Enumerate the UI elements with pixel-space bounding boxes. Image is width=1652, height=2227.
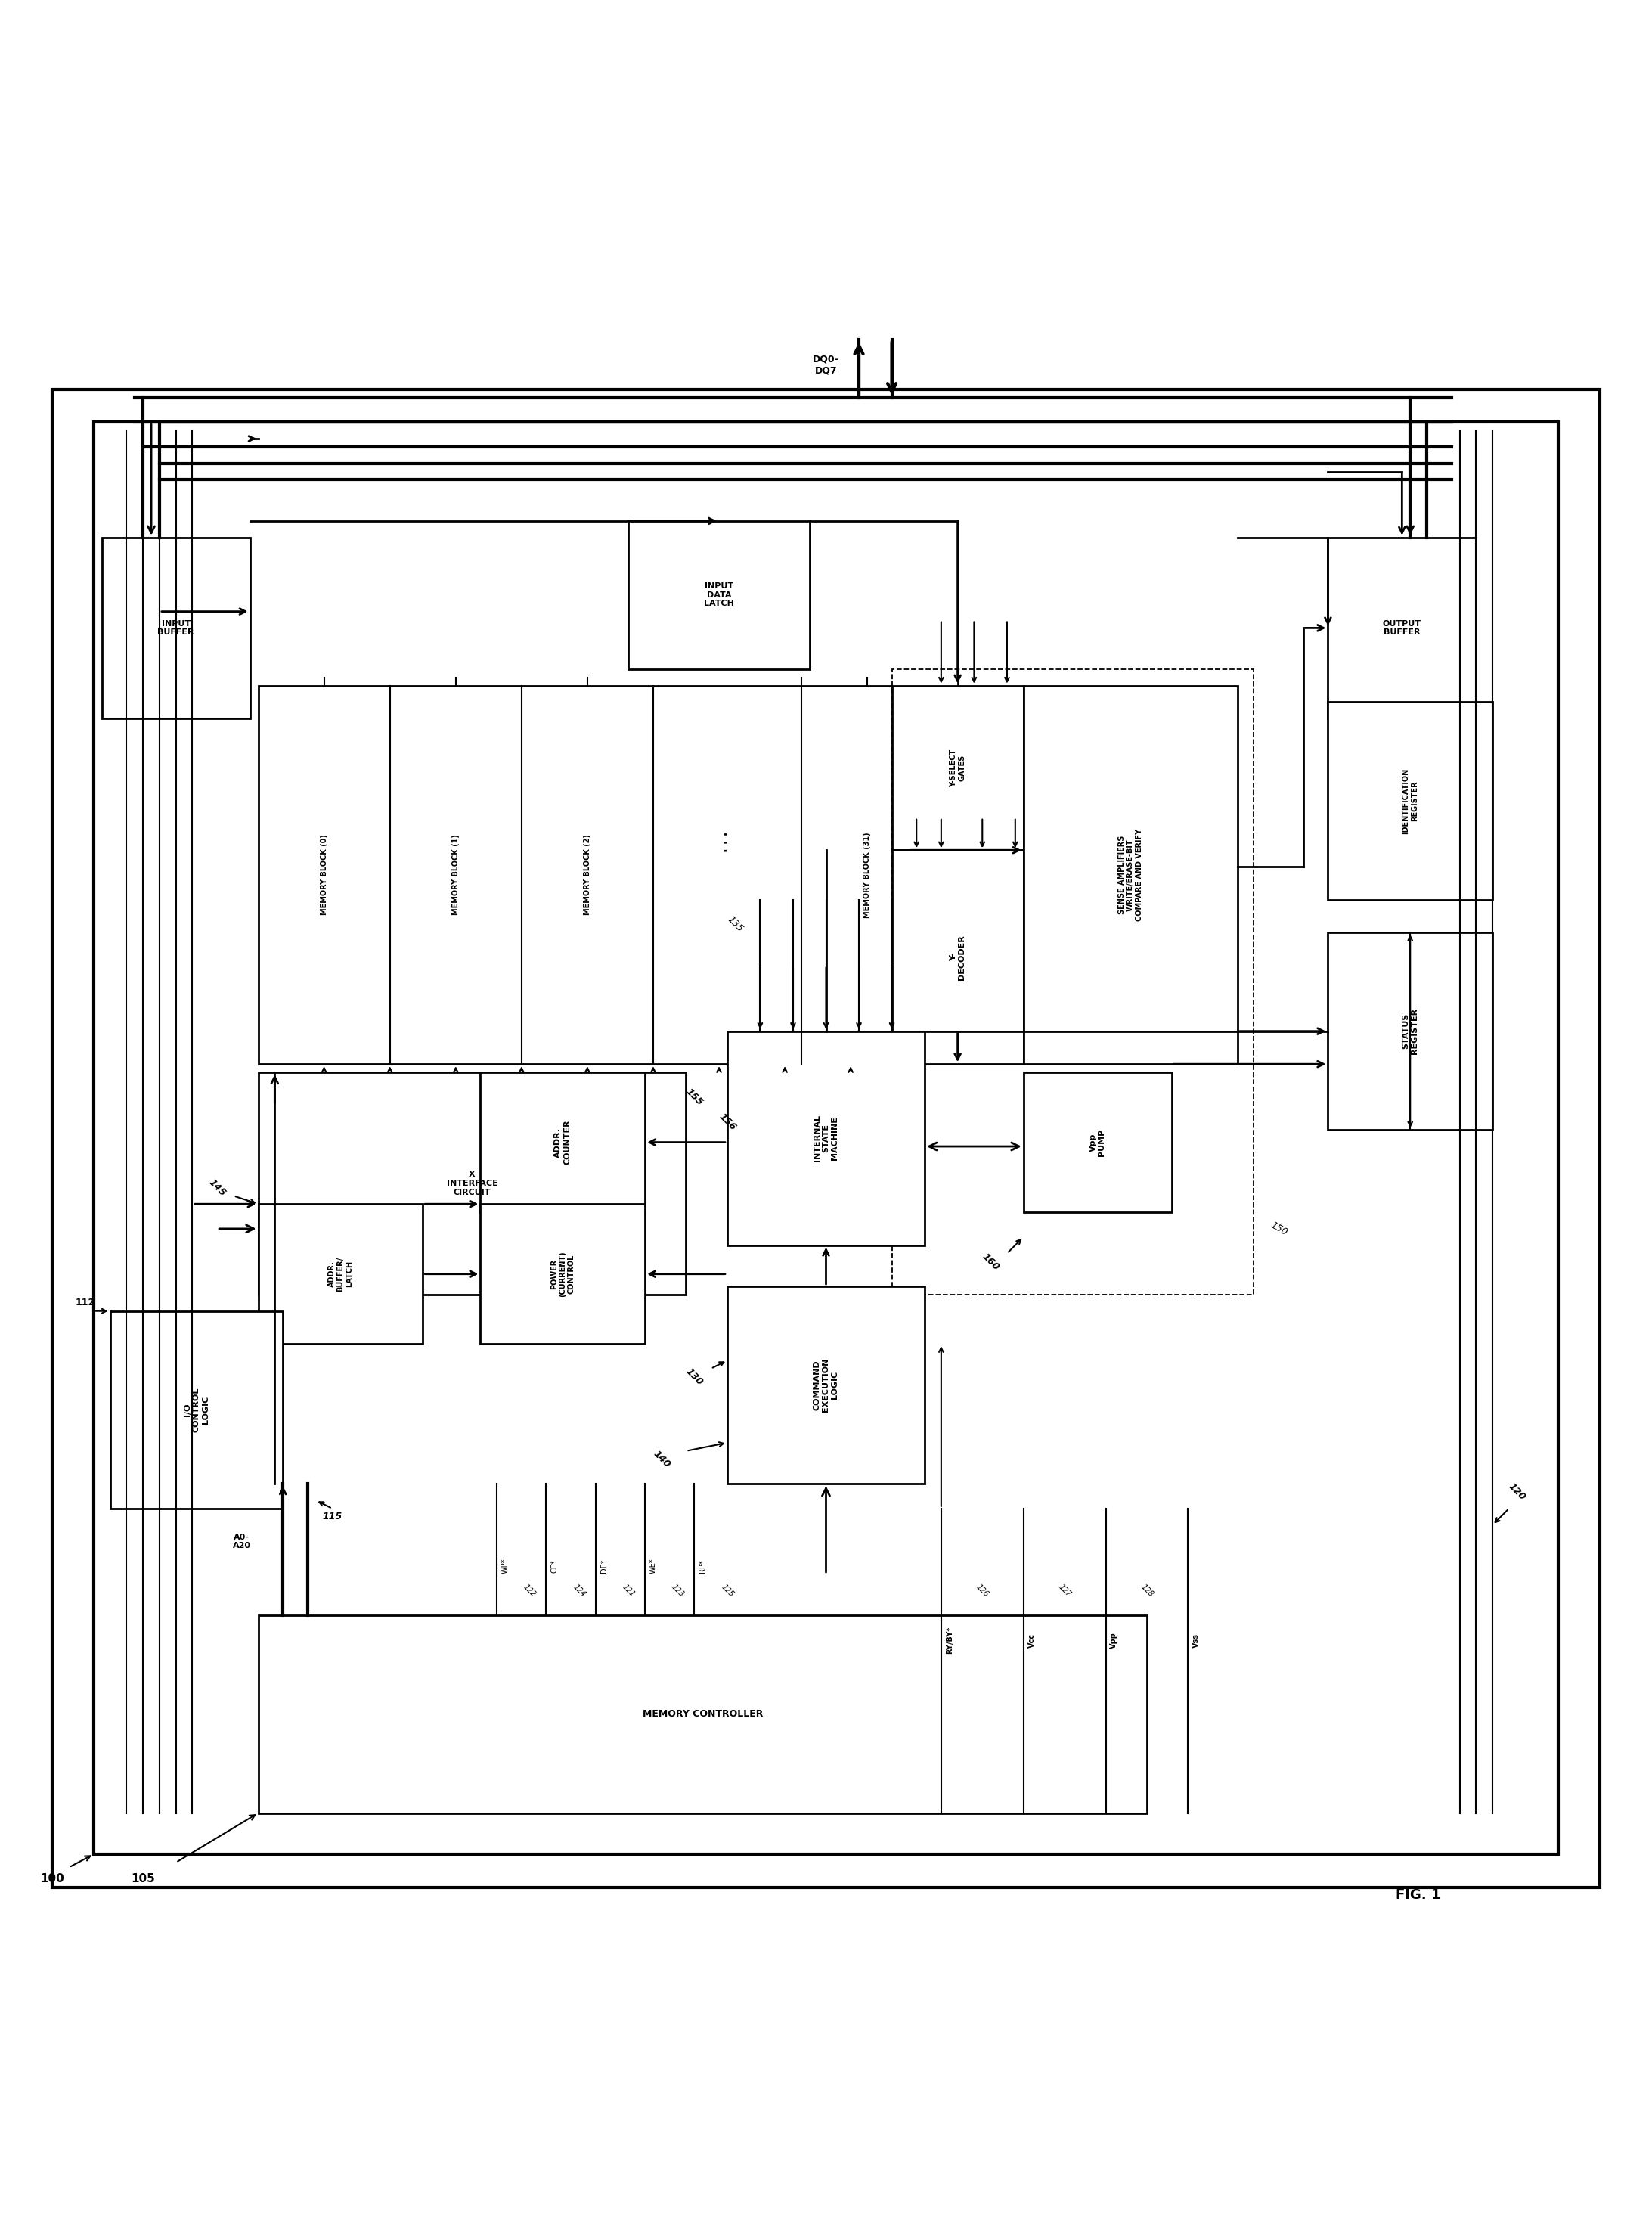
Text: 126: 126: [975, 1583, 990, 1599]
Text: MEMORY BLOCK (31): MEMORY BLOCK (31): [864, 833, 871, 918]
Text: FIG. 1: FIG. 1: [1396, 1888, 1441, 1902]
Text: WE*: WE*: [649, 1559, 657, 1574]
Text: MEMORY BLOCK (2): MEMORY BLOCK (2): [583, 835, 591, 915]
Bar: [481, 1073, 644, 1211]
Text: Vcc: Vcc: [1028, 1632, 1036, 1648]
Text: Vpp
PUMP: Vpp PUMP: [1089, 1129, 1105, 1156]
Text: 127: 127: [1057, 1583, 1072, 1599]
Text: POWER
(CURRENT)
CONTROL: POWER (CURRENT) CONTROL: [550, 1252, 575, 1296]
Text: 121: 121: [621, 1583, 636, 1599]
Text: · · ·: · · ·: [722, 831, 733, 853]
Text: 135: 135: [725, 915, 745, 933]
Bar: [258, 1073, 686, 1294]
Text: OUTPUT
BUFFER: OUTPUT BUFFER: [1383, 619, 1421, 637]
Bar: [628, 521, 809, 668]
Text: MEMORY BLOCK (0): MEMORY BLOCK (0): [320, 835, 327, 915]
Text: DQ0-
DQ7: DQ0- DQ7: [813, 354, 839, 374]
Text: ADDR.
BUFFER/
LATCH: ADDR. BUFFER/ LATCH: [329, 1256, 354, 1292]
Text: ADDR.
COUNTER: ADDR. COUNTER: [555, 1120, 572, 1165]
Text: Y-SELECT
GATES: Y-SELECT GATES: [950, 748, 966, 786]
Bar: [892, 668, 1254, 1294]
Bar: [111, 1312, 282, 1508]
Bar: [258, 1615, 1146, 1813]
Bar: [1328, 702, 1492, 900]
Text: STATUS
REGISTER: STATUS REGISTER: [1403, 1009, 1419, 1053]
Text: 123: 123: [671, 1583, 686, 1599]
Text: MEMORY CONTROLLER: MEMORY CONTROLLER: [643, 1710, 763, 1719]
Text: Y-
DECODER: Y- DECODER: [950, 935, 966, 980]
Text: A0-
A20: A0- A20: [233, 1534, 251, 1550]
Text: 112: 112: [76, 1298, 96, 1307]
Text: CE*: CE*: [550, 1559, 558, 1572]
Text: Vss: Vss: [1193, 1632, 1199, 1648]
Text: 156: 156: [717, 1111, 738, 1131]
Bar: [727, 1287, 925, 1483]
Text: 122: 122: [522, 1583, 537, 1599]
Bar: [1024, 686, 1237, 1065]
Text: RP*: RP*: [699, 1559, 707, 1572]
Text: 130: 130: [684, 1367, 705, 1387]
Text: WP*: WP*: [501, 1559, 509, 1574]
Bar: [94, 423, 1558, 1855]
Text: 140: 140: [651, 1450, 672, 1470]
Bar: [258, 686, 950, 1065]
Bar: [102, 537, 249, 719]
Text: 124: 124: [572, 1583, 586, 1599]
Text: I/O
CONTROL
LOGIC: I/O CONTROL LOGIC: [183, 1387, 210, 1432]
Text: IDENTIFICATION
REGISTER: IDENTIFICATION REGISTER: [1403, 768, 1419, 833]
Bar: [481, 1205, 644, 1343]
Text: COMMAND
EXECUTION
LOGIC: COMMAND EXECUTION LOGIC: [813, 1358, 839, 1412]
Bar: [1328, 537, 1475, 719]
Text: SENSE AMPLIFIERS
WRITE/ERASE-BIT
COMPARE AND VERIFY: SENSE AMPLIFIERS WRITE/ERASE-BIT COMPARE…: [1118, 828, 1143, 922]
Text: 150: 150: [1269, 1220, 1289, 1238]
Text: 105: 105: [131, 1873, 155, 1884]
Text: 155: 155: [684, 1087, 705, 1107]
Text: MEMORY BLOCK (1): MEMORY BLOCK (1): [453, 835, 459, 915]
Text: RY/BY*: RY/BY*: [945, 1626, 953, 1655]
Text: 128: 128: [1140, 1583, 1155, 1599]
Bar: [892, 851, 1024, 1065]
Bar: [892, 686, 1024, 851]
Text: X
INTERFACE
CIRCUIT: X INTERFACE CIRCUIT: [446, 1171, 497, 1196]
Bar: [727, 1031, 925, 1245]
Text: INPUT
BUFFER: INPUT BUFFER: [157, 619, 195, 637]
Text: 100: 100: [41, 1873, 64, 1884]
Text: 125: 125: [720, 1583, 735, 1599]
Text: 120: 120: [1507, 1481, 1528, 1503]
Text: DE*: DE*: [600, 1559, 608, 1572]
Bar: [258, 1205, 423, 1343]
Bar: [1328, 933, 1492, 1129]
Text: 145: 145: [207, 1178, 228, 1198]
Text: Vpp: Vpp: [1110, 1632, 1118, 1648]
Text: 160: 160: [980, 1252, 1001, 1272]
Text: INTERNAL
STATE
MACHINE: INTERNAL STATE MACHINE: [813, 1116, 839, 1162]
Text: 115: 115: [322, 1512, 342, 1521]
Bar: [1024, 1073, 1171, 1211]
Text: INPUT
DATA
LATCH: INPUT DATA LATCH: [704, 583, 733, 608]
